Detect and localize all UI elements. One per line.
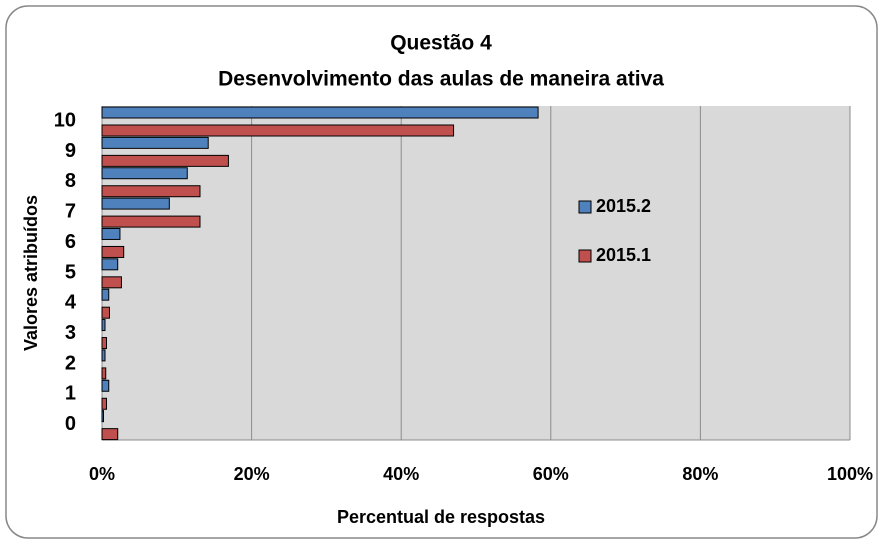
bar bbox=[101, 276, 122, 289]
bar bbox=[101, 227, 121, 240]
y-tick-label: 7 bbox=[65, 201, 76, 223]
x-tick-label: 40% bbox=[383, 464, 419, 484]
bar bbox=[101, 136, 209, 149]
y-tick-label: 8 bbox=[65, 170, 76, 192]
y-tick-label: 3 bbox=[65, 322, 76, 344]
legend-label: 2015.2 bbox=[596, 196, 651, 216]
y-tick-label: 10 bbox=[54, 109, 76, 131]
bar bbox=[101, 428, 119, 441]
bar bbox=[101, 106, 539, 119]
bar bbox=[101, 245, 125, 258]
x-axis-title: Percentual de respostas bbox=[337, 507, 545, 527]
bar bbox=[101, 197, 170, 210]
bar bbox=[101, 337, 107, 350]
bar bbox=[101, 215, 201, 228]
x-tick-label: 60% bbox=[533, 464, 569, 484]
bar bbox=[101, 379, 110, 392]
bar bbox=[101, 258, 119, 271]
bar bbox=[101, 288, 110, 301]
y-tick-label: 2 bbox=[65, 352, 76, 374]
y-tick-label: 6 bbox=[65, 231, 76, 253]
chart-title: Questão 4 bbox=[390, 32, 492, 55]
legend-swatch bbox=[578, 249, 592, 263]
bar bbox=[101, 397, 107, 410]
legend-swatch bbox=[578, 200, 592, 214]
bar bbox=[101, 154, 229, 167]
y-tick-label: 5 bbox=[65, 261, 76, 283]
y-tick-label: 9 bbox=[65, 140, 76, 162]
bar bbox=[101, 319, 106, 332]
bar bbox=[101, 410, 104, 423]
y-tick-label: 1 bbox=[65, 383, 76, 405]
legend-label: 2015.1 bbox=[596, 245, 651, 265]
y-tick-label: 0 bbox=[65, 413, 76, 435]
x-tick-label: 0% bbox=[89, 464, 115, 484]
bar bbox=[101, 185, 201, 198]
bar bbox=[101, 167, 188, 180]
bar bbox=[101, 124, 455, 137]
chart-subtitle: Desenvolvimento das aulas de maneira ati… bbox=[218, 68, 664, 91]
x-tick-label: 100% bbox=[827, 464, 873, 484]
y-axis-title: Valores atribuídos bbox=[21, 195, 41, 351]
y-tick-label: 4 bbox=[65, 292, 77, 314]
x-tick-label: 20% bbox=[234, 464, 270, 484]
bar bbox=[101, 349, 106, 362]
x-tick-label: 80% bbox=[682, 464, 718, 484]
bar bbox=[101, 306, 110, 319]
bar bbox=[101, 367, 107, 380]
